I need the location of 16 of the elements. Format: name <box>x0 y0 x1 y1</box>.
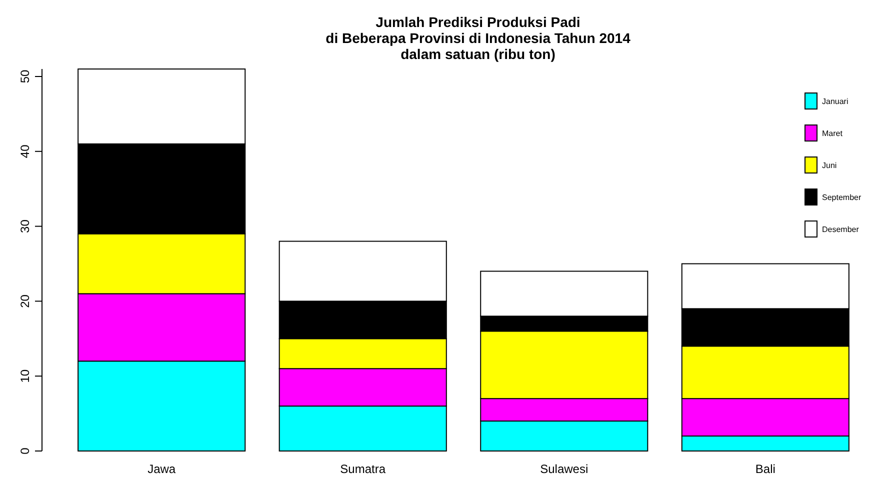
y-tick-label: 40 <box>18 144 32 158</box>
legend-label: Maret <box>822 129 844 138</box>
y-tick-label: 20 <box>18 294 32 308</box>
y-tick-label: 10 <box>18 369 32 383</box>
legend-label: Juni <box>822 161 837 170</box>
y-tick-label: 0 <box>18 447 32 454</box>
chart-title: Jumlah Prediksi Produksi Padi di Beberapa Provinsi di Indonesia Tahun 2014 dalam satuan (ribu ton) <box>326 14 631 62</box>
x-tick-label: Jawa <box>148 462 176 476</box>
x-tick-label: Sulawesi <box>540 462 588 476</box>
y-tick-label: 50 <box>18 69 32 84</box>
legend-label: Desember <box>822 225 860 234</box>
y-tick-label: 30 <box>18 219 32 233</box>
legend-label: September <box>822 193 862 202</box>
x-tick-label: Bali <box>755 462 776 476</box>
x-tick-label: Sumatra <box>340 462 386 476</box>
legend-label: Januari <box>822 97 848 106</box>
